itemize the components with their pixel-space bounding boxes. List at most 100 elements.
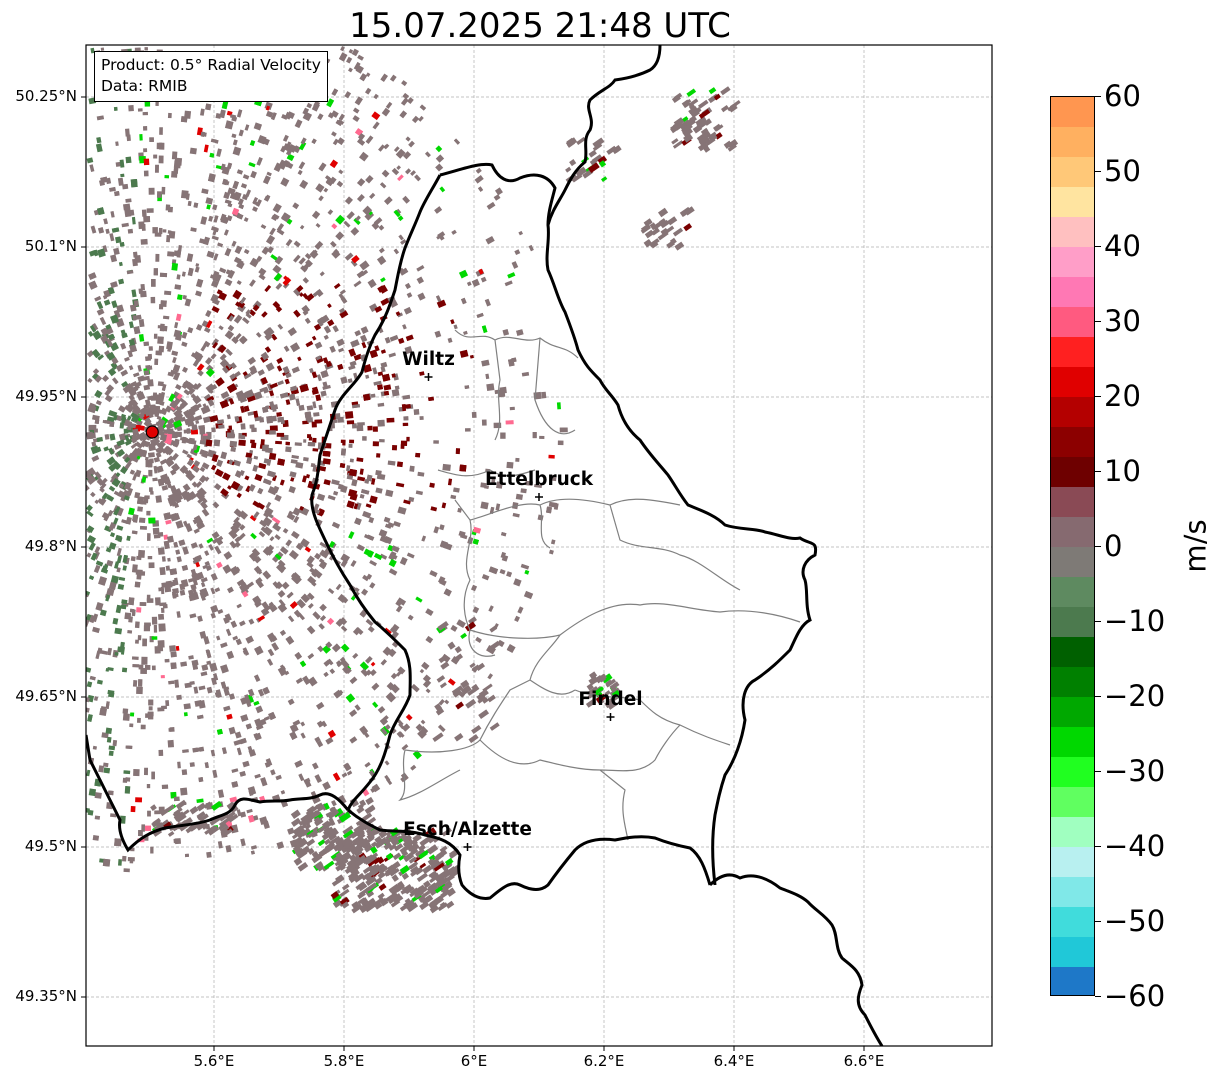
- radar-echo-block: [246, 808, 253, 814]
- radar-echo-block: [165, 519, 172, 525]
- radar-echo-block: [101, 732, 109, 739]
- radar-echo-block: [327, 319, 335, 327]
- radar-echo-block: [408, 140, 415, 148]
- radar-echo-block: [502, 329, 510, 336]
- radar-echo-block: [299, 383, 309, 393]
- radar-echo-block: [507, 358, 515, 367]
- radar-echo-block: [246, 581, 255, 589]
- radar-echo-block: [174, 157, 183, 166]
- radar-echo-block: [601, 673, 613, 684]
- radar-echo-block: [105, 228, 110, 234]
- radar-echo-block: [370, 867, 379, 876]
- radar-echo-block: [102, 374, 110, 382]
- radar-echo-block: [643, 218, 653, 227]
- radar-echo-block: [236, 109, 243, 118]
- radar-echo-block: [203, 327, 211, 334]
- radar-echo-block: [124, 208, 132, 218]
- radar-echo-block: [400, 772, 409, 781]
- radar-echo-block: [272, 523, 282, 532]
- radar-echo-block: [348, 443, 353, 448]
- radar-echo-block: [338, 169, 344, 175]
- radar-echo-block: [232, 289, 242, 300]
- radar-echo-block: [101, 492, 109, 500]
- radar-echo-block: [243, 373, 252, 380]
- radar-echo-block: [166, 417, 175, 426]
- radar-echo-block: [128, 105, 134, 112]
- radar-echo-block: [122, 453, 131, 462]
- radar-echo-block: [659, 218, 667, 226]
- radar-echo-block: [298, 773, 305, 782]
- radar-echo-block: [173, 796, 180, 802]
- radar-echo-block: [384, 760, 390, 766]
- radar-echo-block: [262, 546, 273, 556]
- radar-echo-block: [249, 514, 257, 522]
- radar-echo-block: [425, 608, 434, 616]
- radar-echo-block: [151, 279, 156, 287]
- radar-echo-block: [429, 858, 439, 867]
- radar-echo-block: [592, 137, 605, 149]
- radar-echo-block: [298, 817, 310, 827]
- radar-echo-block: [334, 836, 344, 845]
- radar-echo-block: [140, 238, 148, 245]
- radar-echo-block: [418, 844, 426, 852]
- radar-echo-block: [500, 432, 506, 439]
- radar-echo-block: [114, 838, 122, 847]
- radar-echo-block: [437, 724, 446, 733]
- radar-echo-block: [335, 843, 345, 853]
- radar-echo-block: [186, 253, 194, 262]
- radar-echo-block: [260, 777, 268, 787]
- radar-echo-block: [349, 493, 358, 501]
- radar-echo-block: [359, 73, 368, 82]
- radar-echo-block: [252, 464, 259, 472]
- radar-echo-block: [98, 497, 107, 506]
- radar-echo-block: [312, 796, 321, 804]
- radar-echo-block: [346, 420, 355, 425]
- radar-echo-block: [253, 565, 262, 574]
- radar-echo-block: [387, 522, 395, 528]
- radar-echo-block: [682, 127, 693, 138]
- radar-echo-block: [102, 858, 111, 867]
- radar-echo-block: [420, 719, 426, 725]
- radar-echo-block: [396, 165, 401, 170]
- radar-echo-block: [253, 674, 261, 683]
- radar-echo-block: [388, 568, 398, 576]
- radar-echo-block: [713, 93, 721, 101]
- radar-echo-block: [464, 385, 470, 389]
- radar-echo-block: [377, 892, 385, 900]
- radar-echo-block: [181, 331, 188, 339]
- radar-echo-block: [238, 335, 248, 345]
- radar-echo-block: [245, 312, 252, 319]
- radar-echo-block: [137, 375, 145, 383]
- radar-echo-block: [504, 280, 513, 287]
- radar-echo-block: [397, 895, 404, 902]
- radar-echo-block: [258, 267, 267, 276]
- radar-echo-block: [442, 463, 451, 471]
- radar-echo-block: [548, 454, 555, 459]
- radar-echo-block: [419, 416, 424, 421]
- radar-echo-block: [258, 273, 266, 281]
- radar-echo-block: [133, 326, 141, 335]
- radar-echo-block: [279, 629, 287, 636]
- radar-echo-block: [133, 372, 140, 378]
- radar-echo-block: [468, 616, 477, 625]
- radar-echo-block: [422, 864, 433, 875]
- radar-echo-block: [371, 478, 376, 485]
- radar-echo-block: [275, 774, 282, 781]
- radar-echo-block: [181, 769, 188, 776]
- radar-echo-block: [339, 289, 346, 295]
- radar-echo-block: [214, 468, 224, 478]
- radar-echo-block: [326, 98, 335, 108]
- radar-echo-block: [450, 494, 457, 500]
- radar-echo-block: [211, 531, 220, 540]
- radar-echo-block: [86, 697, 90, 703]
- radar-echo-block: [605, 678, 617, 688]
- radar-echo-block: [183, 389, 191, 396]
- radar-echo-block: [123, 428, 129, 434]
- radar-echo-block: [302, 456, 309, 462]
- radar-echo-block: [366, 827, 379, 839]
- radar-echo-block: [684, 206, 695, 216]
- radar-echo-block: [524, 569, 530, 575]
- radar-echo-block: [319, 541, 328, 549]
- radar-echo-block: [244, 124, 250, 131]
